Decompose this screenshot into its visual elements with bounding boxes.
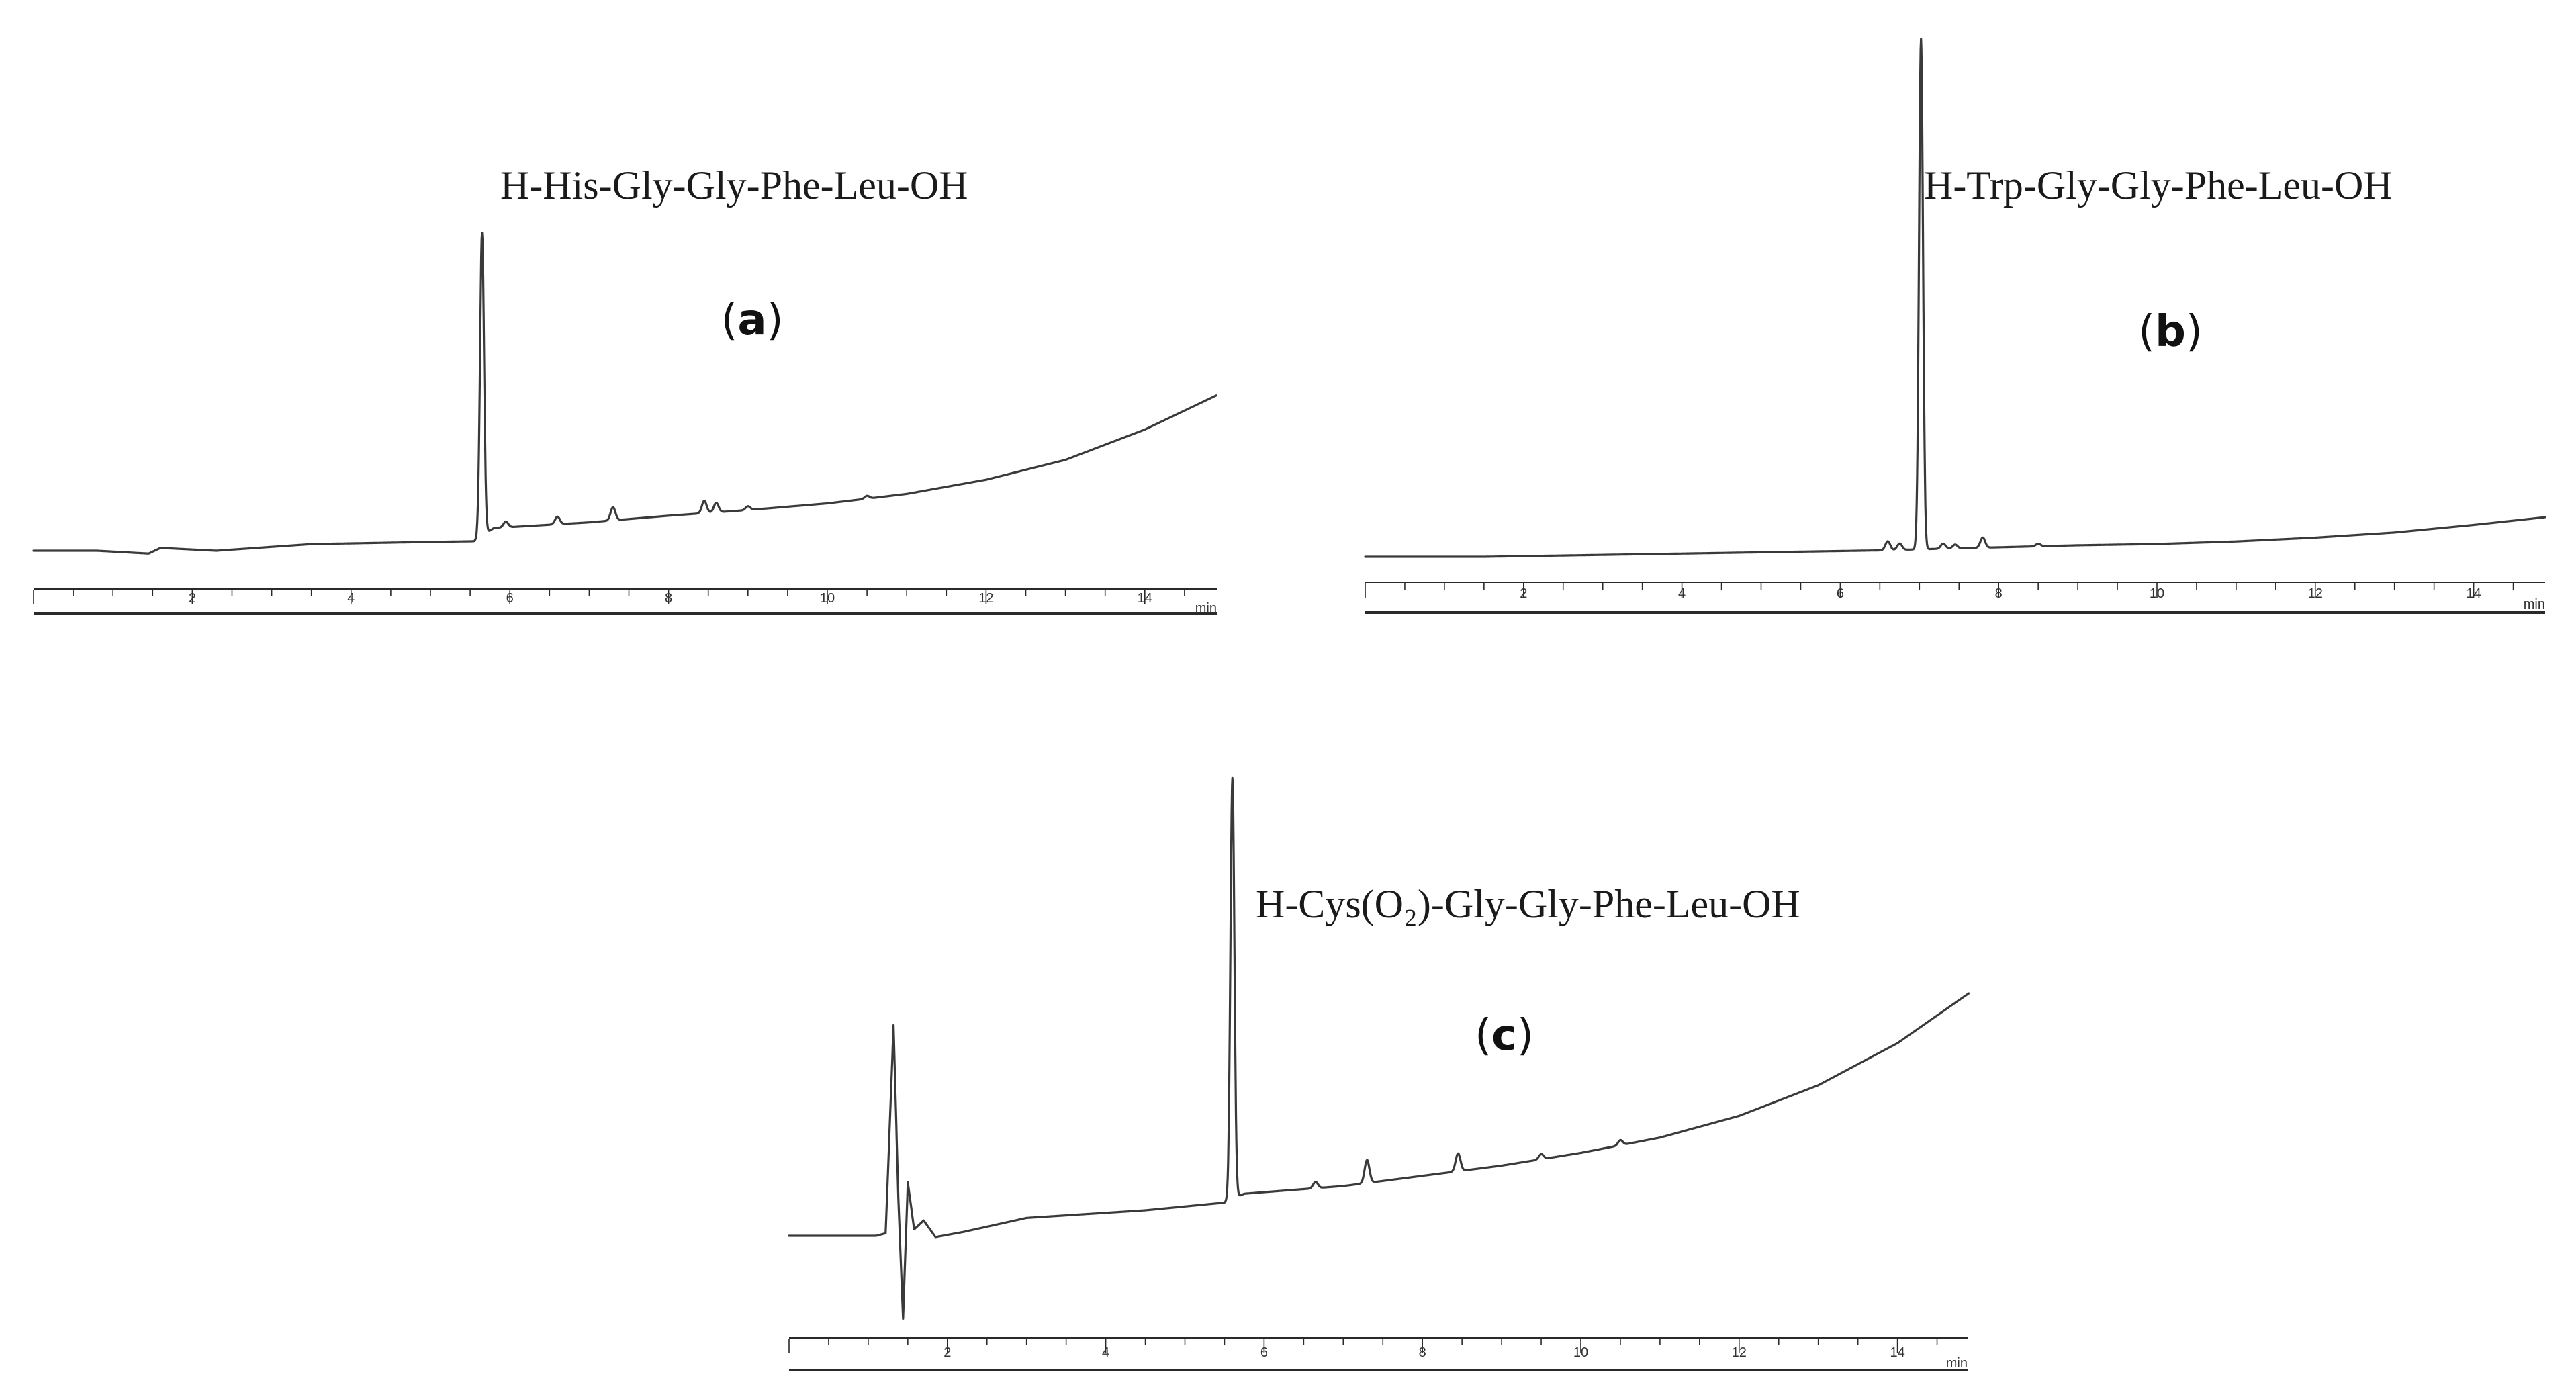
peptide-label-c: H-Cys(O₂)-Gly-Gly-Phe-Leu-OH	[1256, 882, 1800, 926]
chromatogram-trace-c	[788, 776, 1970, 1320]
x-axis-tick-label: 14	[1890, 1345, 1904, 1360]
chromatogram-panel-b: 2 4 6 8 10 12 14 min H-Trp-Gly-Gly-Phe-Leu-OH …	[1364, 38, 2546, 614]
x-axis-tick-label: 10	[1573, 1345, 1588, 1360]
x-axis-tick-label: 2	[189, 591, 196, 606]
chromatogram-trace-a	[32, 232, 1217, 555]
chromatogram-panel-c: 2 4 6 8 10 12 14 min H-Cys(O₂)-Gly-Gly-Phe-Leu…	[788, 776, 1970, 1371]
x-axis-ticks-b: 2 4 6 8 10 12 14	[1365, 583, 2514, 601]
peptide-label-b: H-Trp-Gly-Gly-Phe-Leu-OH	[1924, 163, 2393, 208]
x-axis-tick-label: 14	[1138, 591, 1152, 606]
x-axis-unit-c: min	[1946, 1356, 1968, 1371]
panel-letter-b: b	[2155, 307, 2186, 357]
x-axis-tick-label: 6	[1260, 1345, 1268, 1360]
x-axis-tick-label: 6	[1837, 586, 1844, 601]
x-axis-tick-label: 6	[506, 591, 514, 606]
x-axis-tick-label: 8	[1419, 1345, 1426, 1360]
x-axis-tick-label: 2	[1520, 586, 1527, 601]
x-axis-tick-label: 12	[978, 591, 993, 606]
x-axis-tick-label: 2	[944, 1345, 951, 1360]
x-axis-tick-label: 14	[2466, 586, 2481, 601]
x-axis-tick-label: 12	[1732, 1345, 1747, 1360]
panel-label-a: (a)	[721, 296, 783, 345]
x-axis-tick-label: 8	[1995, 586, 2003, 601]
x-axis-tick-label: 4	[347, 591, 355, 606]
panel-letter-a: a	[737, 296, 766, 345]
x-axis-tick-label: 4	[1102, 1345, 1109, 1360]
peptide-label-a: H-His-Gly-Gly-Phe-Leu-OH	[500, 163, 968, 208]
x-axis-unit-b: min	[2524, 597, 2545, 612]
panel-letter-c: c	[1491, 1011, 1517, 1061]
x-axis-tick-label: 10	[2150, 586, 2164, 601]
x-axis-tick-label: 10	[820, 591, 835, 606]
chromatogram-trace-b	[1364, 38, 2546, 558]
x-axis-tick-label: 8	[665, 591, 672, 606]
x-axis-tick-label: 4	[1678, 586, 1686, 601]
x-axis-tick-label: 12	[2308, 586, 2323, 601]
panel-label-b: (b)	[2138, 307, 2203, 357]
x-axis-ticks-a: 2 4 6 8 10 12 14	[33, 590, 1185, 606]
chromatogram-panel-a: 2 4 6 8 10 12 14 min H-His-Gly-Gly-Phe-Leu-OH …	[32, 163, 1217, 616]
panel-label-c: (c)	[1475, 1011, 1534, 1061]
x-axis-ticks-c: 2 4 6 8 10 12 14	[788, 1339, 1938, 1360]
x-axis-unit-a: min	[1195, 601, 1217, 616]
